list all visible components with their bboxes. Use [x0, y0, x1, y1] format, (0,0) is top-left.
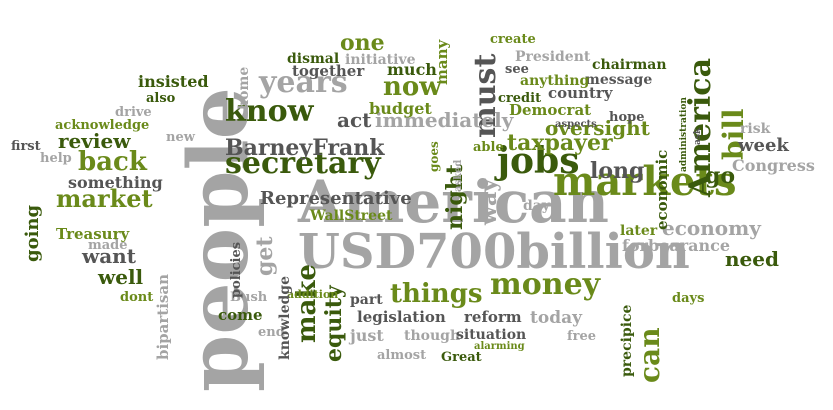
- word-market: market: [56, 184, 153, 214]
- word-much: much: [387, 59, 437, 79]
- word-american: American: [298, 168, 609, 237]
- word-money: money: [490, 267, 601, 303]
- word-administration: administration: [679, 97, 689, 172]
- word-secretary: secretary: [225, 146, 381, 182]
- word-dont: dont: [120, 290, 154, 306]
- word-precipice: precipice: [619, 304, 635, 377]
- word-one: one: [340, 29, 385, 56]
- word-jobs: jobs: [497, 140, 580, 183]
- word-treasury: Treasury: [56, 224, 130, 243]
- word-chairman: chairman: [592, 56, 667, 73]
- word-day: day: [523, 197, 550, 214]
- word-asked: asked: [453, 159, 464, 192]
- word-also: also: [146, 91, 176, 107]
- word-part: part: [350, 291, 383, 308]
- word-something: something: [68, 172, 163, 192]
- word-taxpayer: taxpayer: [507, 129, 613, 156]
- word-years: years: [259, 65, 348, 101]
- word-make: make: [292, 264, 322, 343]
- word-going: going: [22, 204, 43, 262]
- word-back: back: [78, 146, 147, 177]
- word-situation: situation: [456, 326, 527, 343]
- word-need: need: [725, 246, 779, 271]
- word-budget: budget: [369, 98, 432, 118]
- word-alarming: alarming: [474, 340, 525, 352]
- word-knowledge: knowledge: [277, 276, 293, 360]
- word-goes: goes: [427, 141, 441, 172]
- word-new: new: [166, 130, 195, 146]
- word-able: able: [473, 140, 504, 156]
- word-now: now: [383, 71, 442, 102]
- word-democrat: Democrat: [509, 100, 592, 119]
- word-just: just: [350, 325, 384, 345]
- word-legislation: legislation: [357, 307, 446, 326]
- word-know: know: [225, 94, 314, 130]
- word-come: come: [218, 305, 263, 324]
- word-ask: ask: [693, 127, 703, 145]
- word-barneyfrank: BarneyFrank: [225, 134, 385, 161]
- word-many: many: [433, 39, 451, 85]
- word-first: first: [11, 139, 41, 155]
- word-well: well: [98, 264, 144, 289]
- word-initiative: initiative: [345, 51, 416, 68]
- word-economy: economy: [662, 215, 761, 240]
- word-can: can: [633, 327, 666, 383]
- word-later: later: [620, 222, 658, 239]
- word-free: free: [567, 329, 596, 345]
- word-want: want: [82, 243, 136, 268]
- word-wallstreet: WallStreet: [310, 207, 393, 224]
- word-anything: anything: [520, 72, 590, 89]
- word-markets: markets: [553, 158, 737, 206]
- word-bipartisan: bipartisan: [154, 274, 172, 360]
- word-week: week: [738, 135, 789, 157]
- word-bush: Bush: [230, 290, 268, 306]
- word-end: end: [258, 325, 285, 341]
- word-get: get: [252, 236, 278, 276]
- word-act: act: [337, 107, 372, 132]
- word-credit: credit: [498, 91, 542, 107]
- word-long: long: [590, 157, 645, 184]
- word-acknowledge: acknowledge: [55, 118, 150, 134]
- word-policies: policies: [229, 241, 244, 298]
- word-aspects: aspects: [555, 118, 597, 130]
- word-review: review: [58, 128, 131, 153]
- word-risk: risk: [740, 120, 771, 137]
- word-congress: Congress: [732, 155, 815, 175]
- word-though: though: [404, 327, 461, 344]
- word-go: go: [705, 162, 736, 189]
- word-usd700billion: USD700billion: [298, 223, 690, 280]
- word-almost: almost: [377, 348, 427, 364]
- word-create: create: [490, 32, 536, 48]
- word-reform: reform: [464, 307, 522, 326]
- word-immediately: immediately: [375, 107, 514, 132]
- word-things: things: [390, 278, 483, 309]
- word-see: see: [505, 62, 529, 78]
- word-together: together: [292, 61, 365, 80]
- word-economic: economic: [653, 149, 671, 230]
- word-message: message: [585, 71, 653, 88]
- word-oversight: oversight: [545, 115, 650, 140]
- word-way: way: [476, 179, 502, 225]
- word-insisted: insisted: [138, 71, 209, 91]
- word-president: President: [515, 48, 591, 65]
- word-dismal: dismal: [287, 50, 340, 67]
- word-today: today: [530, 308, 582, 329]
- word-help: help: [40, 151, 72, 167]
- word-home: home: [236, 66, 252, 110]
- word-great: Great: [441, 350, 482, 366]
- word-hope: hope: [609, 110, 645, 126]
- word-representative: Representative: [260, 188, 412, 210]
- word-addition: addition: [287, 287, 339, 301]
- word-drive: drive: [115, 105, 152, 121]
- word-days: days: [672, 291, 705, 307]
- word-made: made: [88, 238, 128, 254]
- word-forbearance: forbearance: [622, 235, 731, 255]
- word-country: country: [548, 83, 613, 102]
